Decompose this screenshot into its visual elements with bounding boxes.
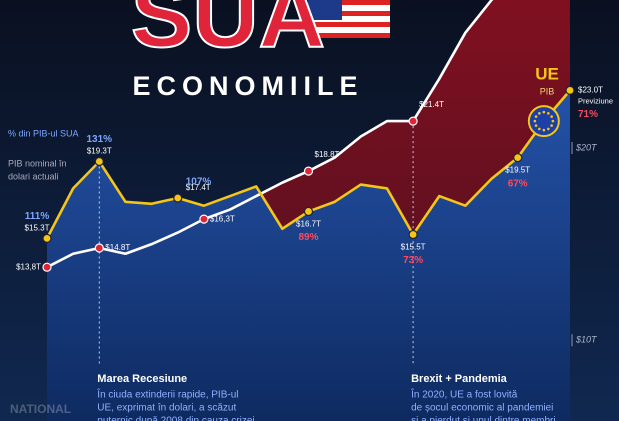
value-label: $16.7T [296, 220, 321, 229]
share-label: 73% [403, 255, 423, 266]
eu-star [534, 115, 538, 118]
forecast-label: Previziune [578, 96, 613, 105]
eu-star [534, 124, 538, 127]
point [199, 214, 209, 224]
eu-star [538, 127, 541, 131]
share-label: 111% [25, 211, 50, 222]
eu-star [550, 115, 553, 118]
share-label: 131% [87, 134, 113, 145]
legend-sub: PIB [540, 86, 555, 96]
annotation-title: Brexit + Pandemia [411, 373, 508, 385]
point [42, 233, 52, 243]
eu-star [533, 119, 537, 123]
point [408, 116, 418, 126]
eu-area [47, 90, 570, 421]
share-label: 67% [508, 178, 528, 189]
watermark: NATIONAL [10, 402, 71, 416]
point [408, 229, 418, 240]
point [303, 166, 314, 176]
value-label: $15.3T [25, 223, 50, 232]
share-label: % din PIB-ul SUA [8, 128, 79, 138]
annotation-text: UE, exprimat în dolari, a scăzut [97, 403, 236, 414]
subtitle: ECONOMIILE [132, 71, 363, 101]
gdp-label: dolari actuali [8, 171, 59, 181]
point [42, 262, 52, 272]
value-label: $21.4T [419, 100, 444, 109]
annotation-text: În 2020, UE a fost lovită [410, 388, 518, 401]
point [173, 193, 183, 203]
eu-star [547, 112, 550, 115]
eu-star [542, 110, 546, 114]
point [513, 153, 523, 163]
annotation-text: În ciuda extinderii rapide, PIB-ul [96, 388, 238, 401]
annotation-text: de șocul economic al pandemiei [411, 403, 553, 414]
value-label: $15.5T [401, 243, 426, 252]
value-label: $17.4T [186, 183, 211, 192]
legend-name: UE [535, 64, 559, 83]
eu-star [547, 127, 550, 131]
eu-star [538, 112, 541, 115]
value-label: $16,3T [210, 214, 235, 223]
y-tick-label: $10T [575, 335, 598, 345]
value-label: $19.5T [505, 166, 530, 175]
point [303, 206, 314, 217]
share-label: 89% [298, 232, 318, 243]
value-label: $14.8T [105, 243, 130, 252]
title: SUA [131, 0, 325, 66]
annotation-text: și a pierdut și unul dintre membri [411, 416, 556, 421]
share-label: 107% [186, 177, 212, 188]
y-tick-label: $20T [575, 142, 598, 152]
point [565, 85, 575, 95]
value-label: $19.3T [87, 147, 112, 156]
share-label: 71% [578, 109, 598, 120]
value-label: $23.0T [578, 85, 603, 94]
annotation-title: Marea Recesiune [97, 373, 187, 385]
eu-star [542, 128, 546, 132]
value-label: $18.8T [315, 150, 340, 159]
value-label: $13,8T [16, 262, 41, 271]
point [94, 243, 104, 253]
eu-star [550, 124, 553, 127]
eu-emblem [527, 105, 560, 138]
point [94, 156, 104, 167]
annotation-text: puternic după 2008 din cauza crizei [97, 416, 254, 421]
flag [308, 0, 390, 38]
gdp-label: PIB nominal în [8, 158, 67, 168]
eu-star [551, 119, 555, 123]
